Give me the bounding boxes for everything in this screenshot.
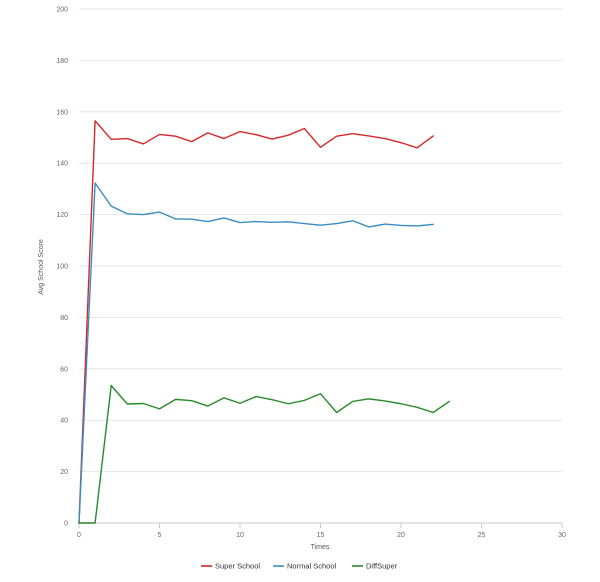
y-axis-ticks: 0 20 40 60 80 100 120 140 160 180 200	[56, 7, 68, 528]
series-lines	[78, 120, 450, 524]
y-tick-label: 80	[60, 315, 68, 322]
y-tick-label: 160	[56, 109, 68, 116]
y-axis-title: Avg School Score	[38, 239, 45, 295]
legend-item-super-school[interactable]: Super School	[201, 562, 260, 571]
y-tick-label: 100	[56, 264, 68, 271]
legend-label-super-school: Super School	[215, 562, 260, 571]
y-tick-label: 40	[60, 418, 68, 425]
y-tick-label: 0	[64, 521, 68, 528]
y-tick-label: 200	[56, 7, 68, 14]
x-tick-label: 25	[478, 532, 486, 539]
legend-item-diffsuper[interactable]: DiffSuper	[352, 562, 398, 571]
x-axis-ticks: 0 5 10 15 20 25 30	[77, 523, 566, 539]
grid-lines	[79, 8, 562, 473]
legend-label-diffsuper: DiffSuper	[366, 562, 398, 571]
y-tick-label: 120	[56, 212, 68, 219]
series-line-diffsuper[interactable]	[78, 384, 450, 524]
x-tick-label: 10	[236, 532, 244, 539]
legend-label-normal-school: Normal School	[287, 562, 337, 571]
x-tick-label: 5	[158, 532, 162, 539]
x-tick-label: 20	[397, 532, 405, 539]
x-tick-label: 30	[558, 532, 566, 539]
y-tick-label: 140	[56, 161, 68, 168]
legend: Super School Normal School DiffSuper	[201, 562, 398, 571]
y-tick-label: 20	[60, 469, 68, 476]
series-line-normal-school[interactable]	[78, 182, 434, 524]
legend-item-normal-school[interactable]: Normal School	[273, 562, 337, 571]
y-tick-label: 60	[60, 366, 68, 373]
x-axis-title: Times	[311, 544, 330, 551]
x-tick-label: 0	[77, 532, 81, 539]
x-tick-label: 15	[317, 532, 325, 539]
y-tick-label: 180	[56, 58, 68, 65]
series-line-super-school[interactable]	[78, 120, 434, 524]
